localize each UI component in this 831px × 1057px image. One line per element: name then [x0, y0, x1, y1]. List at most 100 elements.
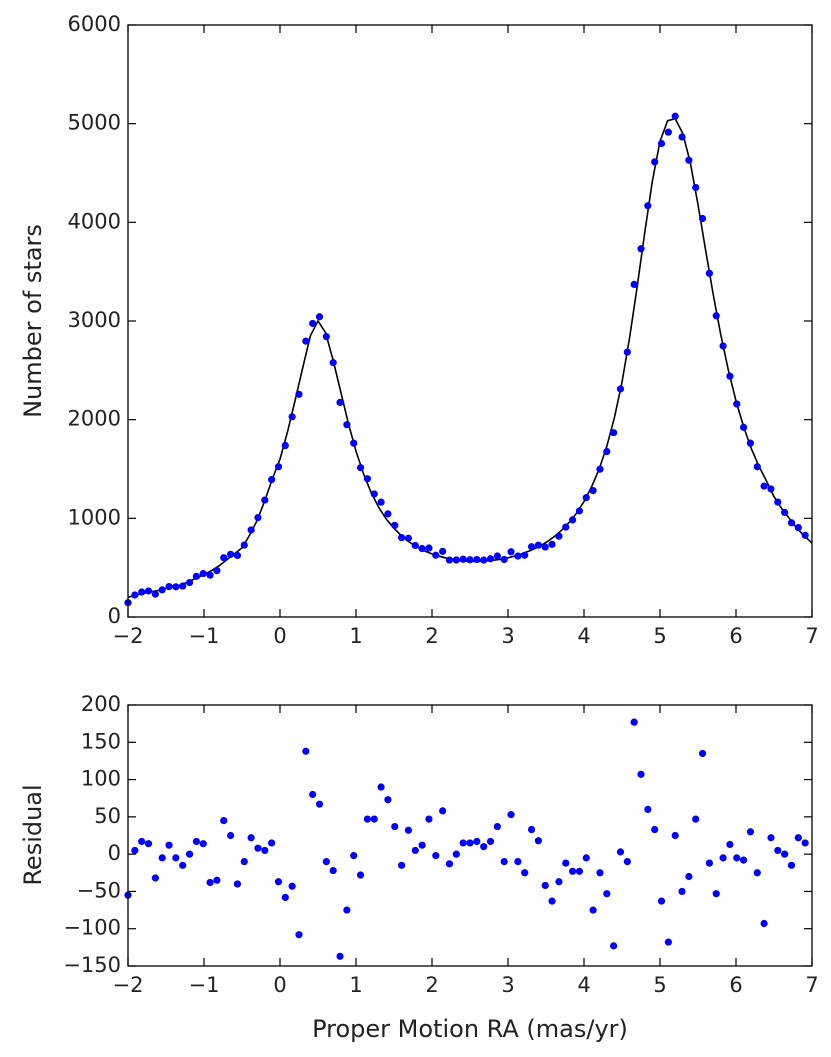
data-point	[322, 858, 330, 866]
data-point	[801, 531, 809, 539]
data-point	[199, 840, 207, 848]
data-point	[240, 541, 248, 549]
data-point	[370, 815, 378, 823]
data-point	[418, 544, 426, 553]
data-point	[705, 269, 714, 277]
data-point	[719, 854, 727, 862]
data-point	[302, 747, 310, 755]
y-axis-label: Residual	[19, 784, 47, 885]
data-point	[322, 332, 330, 341]
data-point	[740, 856, 748, 864]
data-point	[425, 815, 433, 823]
data-point	[377, 498, 385, 506]
x-tick-label: 3	[501, 973, 514, 997]
data-point	[678, 887, 686, 896]
data-point	[425, 544, 433, 552]
data-point	[726, 372, 734, 380]
data-point	[138, 837, 146, 846]
data-point	[486, 555, 495, 563]
y-tick-label: 1000	[68, 505, 121, 529]
data-point	[199, 569, 207, 578]
data-point	[616, 848, 625, 856]
data-point	[131, 591, 139, 599]
x-tick-label: 4	[577, 973, 590, 997]
x-tick-label: −1	[189, 624, 220, 648]
y-tick-label: 3000	[68, 308, 121, 332]
data-point	[596, 869, 604, 877]
data-point	[610, 429, 618, 437]
data-point	[767, 834, 775, 842]
data-point	[459, 839, 467, 847]
data-point	[500, 555, 508, 564]
y-tick-label: 200	[81, 692, 121, 716]
data-point	[644, 202, 652, 210]
data-point	[746, 439, 755, 447]
data-point	[692, 815, 700, 823]
data-point	[288, 413, 296, 421]
y-tick-label: 6000	[68, 12, 121, 36]
data-point	[767, 485, 775, 493]
plot-frame	[127, 704, 813, 967]
data-point	[726, 840, 734, 849]
y-tick-label: 5000	[68, 111, 121, 135]
data-point	[698, 214, 707, 223]
data-point	[309, 319, 317, 328]
x-tick-label: 2	[425, 624, 438, 648]
data-point	[315, 313, 324, 321]
data-point	[329, 866, 337, 875]
data-point	[671, 112, 679, 120]
data-point	[569, 867, 577, 875]
data-point	[480, 556, 488, 564]
data-point	[787, 861, 796, 869]
data-point	[151, 590, 159, 598]
data-point	[356, 464, 365, 472]
data-point	[247, 834, 255, 842]
data-point	[233, 551, 242, 560]
data-point	[637, 770, 645, 778]
data-point	[213, 876, 221, 884]
data-point	[781, 850, 789, 858]
data-point	[185, 850, 194, 858]
data-point	[480, 843, 488, 851]
data-point	[281, 893, 289, 901]
data-point	[685, 872, 693, 881]
data-point	[411, 846, 419, 855]
data-point	[384, 796, 392, 804]
y-axis-label: Number of stars	[19, 224, 47, 418]
data-point	[500, 858, 508, 866]
data-point	[746, 828, 755, 836]
data-point	[261, 846, 269, 855]
data-point	[445, 556, 454, 564]
data-point	[302, 337, 310, 345]
data-point	[343, 421, 351, 429]
data-point	[138, 588, 146, 596]
x-tick-label: 0	[273, 624, 286, 648]
y-tick-label: 0	[108, 604, 121, 628]
x-tick-label: 1	[349, 624, 362, 648]
data-point	[220, 816, 228, 825]
data-point	[794, 524, 802, 532]
data-point	[582, 494, 590, 502]
data-point	[391, 521, 399, 529]
data-point	[343, 906, 351, 914]
data-point	[350, 439, 358, 447]
data-point	[514, 858, 522, 866]
data-point	[192, 837, 200, 846]
x-tick-label: 4	[577, 624, 590, 648]
data-point	[131, 846, 139, 855]
y-tick-label: −100	[63, 916, 121, 940]
data-point	[295, 390, 303, 398]
data-point	[281, 441, 289, 450]
data-point	[610, 942, 618, 950]
data-point	[712, 890, 720, 898]
data-point	[692, 183, 700, 192]
data-point	[787, 519, 796, 527]
data-point	[493, 552, 501, 560]
data-point	[719, 342, 727, 350]
data-point	[404, 826, 413, 834]
data-point	[548, 540, 556, 548]
data-point	[733, 400, 741, 408]
data-point	[664, 128, 672, 136]
data-point	[398, 861, 406, 869]
